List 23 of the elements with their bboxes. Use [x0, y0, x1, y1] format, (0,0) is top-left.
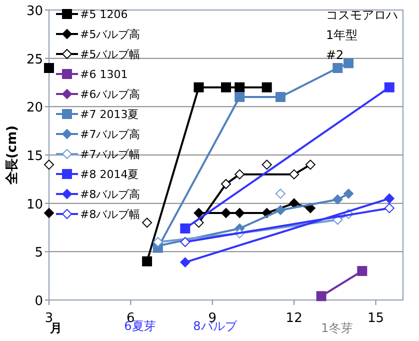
legend-label: #7 2013夏 — [80, 108, 139, 121]
y-tick-label: 15 — [26, 149, 43, 164]
legend-label: #5 1206 — [80, 8, 128, 21]
y-tick-label: 20 — [26, 100, 43, 116]
legend-label: #8バルブ幅 — [80, 208, 140, 221]
legend-label: #8バルブ高 — [80, 188, 140, 201]
y-axis-title: 全長(cm) — [5, 125, 20, 186]
y-tick-label: 25 — [26, 52, 43, 68]
y-tick-label: 10 — [26, 197, 43, 212]
y-tick-label: 0 — [34, 294, 43, 309]
annotation: コスモアロハ 1年型 #2 — [326, 8, 398, 62]
x-tick-label: 15 — [367, 311, 384, 326]
legend-label: #5バルブ幅 — [80, 48, 140, 61]
legend-label: #6バルブ高 — [80, 88, 140, 101]
y-tick-label: 30 — [26, 4, 43, 19]
legend-label: #8 2014夏 — [80, 168, 139, 181]
legend-label: #5バルブ高 — [80, 28, 140, 41]
text: 1冬芽 — [321, 321, 353, 335]
legend-label: #7バルブ高 — [80, 128, 140, 141]
legend-label: #6 1301 — [80, 68, 128, 81]
y-tick-label: 5 — [34, 246, 43, 261]
x-tick-label: 12 — [286, 311, 302, 326]
legend-label: #7バルブ幅 — [80, 148, 140, 161]
